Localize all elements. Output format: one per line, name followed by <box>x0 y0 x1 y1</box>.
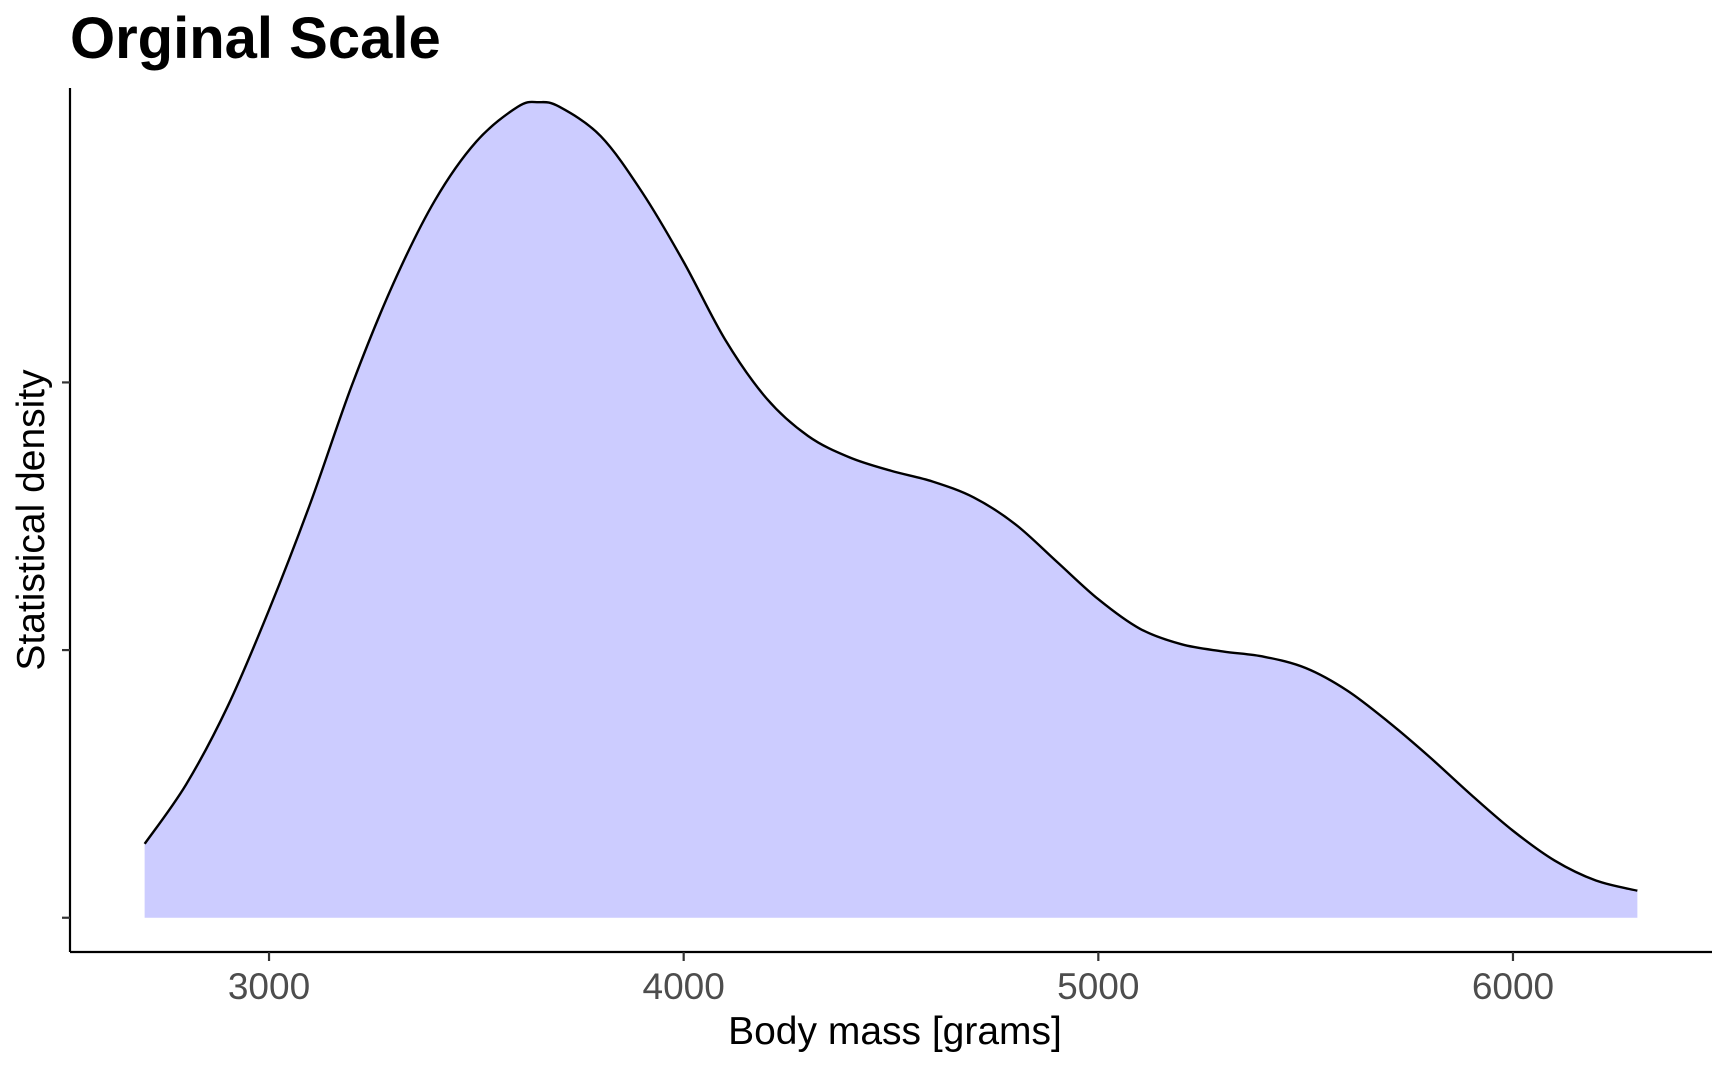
x-tick-label: 6000 <box>1472 966 1554 1007</box>
density-line <box>143 100 1638 892</box>
density-area <box>144 101 1638 918</box>
x-tick-label: 3000 <box>228 966 310 1007</box>
x-tick-label: 4000 <box>643 966 725 1007</box>
x-axis-label: Body mass [grams] <box>728 1010 1062 1053</box>
chart-title: Orginal Scale <box>70 6 441 71</box>
y-axis-label: Statistical density <box>10 369 53 671</box>
x-tick-label: 5000 <box>1057 966 1139 1007</box>
plot-area: 3000 4000 5000 6000 <box>62 88 1712 1007</box>
